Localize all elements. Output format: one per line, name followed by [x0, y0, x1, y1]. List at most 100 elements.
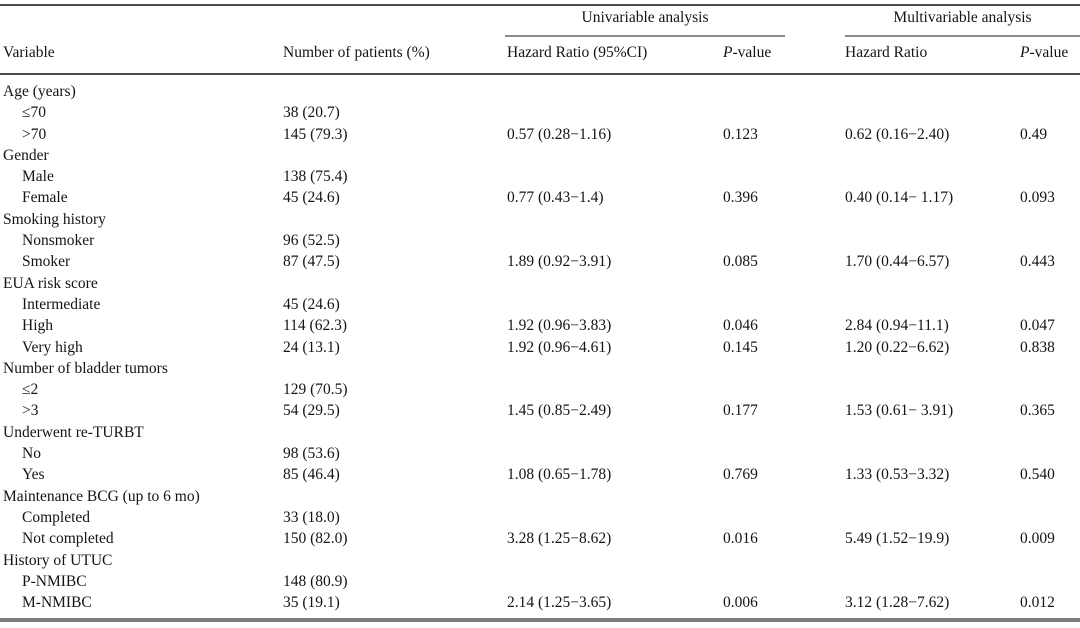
multi-p-value-cell: 0.443 — [1020, 253, 1055, 271]
multi-p-value-cell — [1020, 273, 1080, 294]
multivariable-group-header: Multivariable analysis — [893, 9, 1032, 26]
uni-p-value-cell — [723, 571, 845, 592]
variable-cell: P-NMIBC — [22, 572, 87, 590]
table-bottom-rule — [0, 618, 1080, 622]
n-patients-cell: 24 (13.1) — [283, 338, 340, 356]
table-row: P-NMIBC 148 (80.9) — [0, 571, 1080, 592]
table-row: No 98 (53.6) — [0, 443, 1080, 464]
table-row: >70 145 (79.3) 0.57 (0.28−1.16) 0.123 0.… — [0, 124, 1080, 145]
column-header-row: Variable Number of patients (%) Hazard R… — [0, 44, 1080, 62]
table-row: Smoking history — [0, 209, 1080, 230]
uni-p-value-cell: 0.123 — [723, 125, 758, 143]
multi-p-value-cell — [1020, 230, 1080, 251]
uni-hazard-ratio-cell — [507, 102, 723, 123]
n-patients-cell: 129 (70.5) — [283, 381, 348, 399]
uni-p-value-cell — [723, 358, 845, 379]
multi-p-value-cell: 0.540 — [1020, 466, 1055, 484]
uni-hazard-ratio-cell — [507, 422, 723, 443]
n-patients-cell — [283, 358, 507, 379]
uni-hazard-ratio-cell — [507, 230, 723, 251]
variable-cell: ≤2 — [22, 381, 39, 399]
n-patients-cell: 150 (82.0) — [283, 530, 348, 548]
uni-hazard-ratio-cell — [507, 358, 723, 379]
table-row: Maintenance BCG (up to 6 mo) — [0, 486, 1080, 507]
uni-p-value-cell: 0.016 — [723, 530, 758, 548]
variable-cell: Gender — [3, 146, 49, 164]
variable-cell: History of UTUC — [3, 551, 113, 569]
variable-cell: EUA risk score — [3, 274, 98, 292]
uni-hazard-ratio-cell: 1.89 (0.92−3.91) — [507, 253, 612, 271]
uni-p-value-cell: 0.396 — [723, 189, 758, 207]
multi-hazard-ratio-column-header: Hazard Ratio — [845, 44, 928, 61]
table-row: Number of bladder tumors — [0, 358, 1080, 379]
multi-hazard-ratio-cell — [845, 273, 1020, 294]
uni-p-value-cell: 0.769 — [723, 466, 758, 484]
table-row: Female 45 (24.6) 0.77 (0.43−1.4) 0.396 0… — [0, 187, 1080, 208]
uni-p-value-cell — [723, 273, 845, 294]
table-row: M-NMIBC 35 (19.1) 2.14 (1.25−3.65) 0.006… — [0, 592, 1080, 613]
uni-hazard-ratio-cell: 1.08 (0.65−1.78) — [507, 466, 612, 484]
table-row: Age (years) — [0, 81, 1080, 102]
uni-hazard-ratio-cell — [507, 379, 723, 400]
multi-hazard-ratio-cell — [845, 379, 1020, 400]
header-bottom-rule — [0, 73, 1080, 75]
variable-cell: Age (years) — [3, 83, 76, 100]
n-patients-cell — [283, 81, 507, 102]
multi-hazard-ratio-cell — [845, 166, 1020, 187]
p-rest: -value — [732, 44, 772, 61]
table-row: High 114 (62.3) 1.92 (0.96−3.83) 0.046 2… — [0, 315, 1080, 336]
uni-p-value-column-header: P-value — [723, 44, 845, 62]
n-patients-cell: 38 (20.7) — [283, 104, 340, 122]
uni-p-value-cell — [723, 443, 845, 464]
multi-hazard-ratio-cell — [845, 358, 1020, 379]
multi-hazard-ratio-cell: 5.49 (1.52−19.9) — [845, 530, 950, 548]
uni-hazard-ratio-cell — [507, 273, 723, 294]
multi-p-value-cell: 0.009 — [1020, 530, 1055, 548]
multivariable-group-rule — [845, 35, 1080, 37]
multi-p-value-cell: 0.365 — [1020, 402, 1055, 420]
multi-p-value-cell — [1020, 102, 1080, 123]
uni-hazard-ratio-cell: 1.92 (0.96−3.83) — [507, 317, 612, 335]
n-patients-cell — [283, 273, 507, 294]
multi-hazard-ratio-cell: 2.84 (0.94−11.1) — [845, 317, 949, 335]
variable-cell: Yes — [22, 466, 45, 484]
multi-p-value-cell — [1020, 379, 1080, 400]
n-patients-cell: 87 (47.5) — [283, 253, 340, 271]
univariable-group-rule — [505, 35, 785, 37]
multi-hazard-ratio-cell — [845, 81, 1020, 102]
multi-hazard-ratio-cell: 0.40 (0.14− 1.17) — [845, 189, 954, 207]
n-patients-cell — [283, 550, 507, 571]
uni-hazard-ratio-cell — [507, 209, 723, 230]
uni-hazard-ratio-cell: 1.92 (0.96−4.61) — [507, 338, 612, 356]
uni-p-value-cell — [723, 230, 845, 251]
multi-p-value-cell — [1020, 81, 1080, 102]
uni-p-value-cell: 0.046 — [723, 317, 758, 335]
variable-cell: Completed — [22, 508, 91, 526]
multi-p-value-cell — [1020, 550, 1080, 571]
uni-p-value-cell — [723, 507, 845, 528]
uni-p-value-cell — [723, 486, 845, 507]
variable-column-header: Variable — [3, 44, 55, 61]
n-patients-column-header: Number of patients (%) — [283, 44, 430, 61]
uni-hazard-ratio-cell — [507, 571, 723, 592]
variable-cell: Underwent re-TURBT — [3, 423, 144, 441]
multi-hazard-ratio-cell — [845, 209, 1020, 230]
variable-cell: No — [22, 445, 41, 463]
variable-cell: ≤70 — [22, 104, 47, 122]
variable-cell: Female — [22, 189, 68, 207]
table-row: ≤70 38 (20.7) — [0, 102, 1080, 123]
table-row: Yes 85 (46.4) 1.08 (0.65−1.78) 0.769 1.3… — [0, 464, 1080, 485]
table-row: Smoker 87 (47.5) 1.89 (0.92−3.91) 0.085 … — [0, 251, 1080, 272]
uni-hazard-ratio-cell — [507, 550, 723, 571]
table-row: Very high 24 (13.1) 1.92 (0.96−4.61) 0.1… — [0, 337, 1080, 358]
uni-p-value-cell: 0.006 — [723, 594, 758, 612]
n-patients-cell: 148 (80.9) — [283, 572, 348, 590]
multi-hazard-ratio-cell — [845, 571, 1020, 592]
multi-p-value-cell — [1020, 294, 1080, 315]
n-patients-cell — [283, 486, 507, 507]
n-patients-cell: 145 (79.3) — [283, 125, 348, 143]
multi-p-value-cell — [1020, 358, 1080, 379]
p-italic: P — [723, 44, 733, 61]
uni-hazard-ratio-cell — [507, 486, 723, 507]
